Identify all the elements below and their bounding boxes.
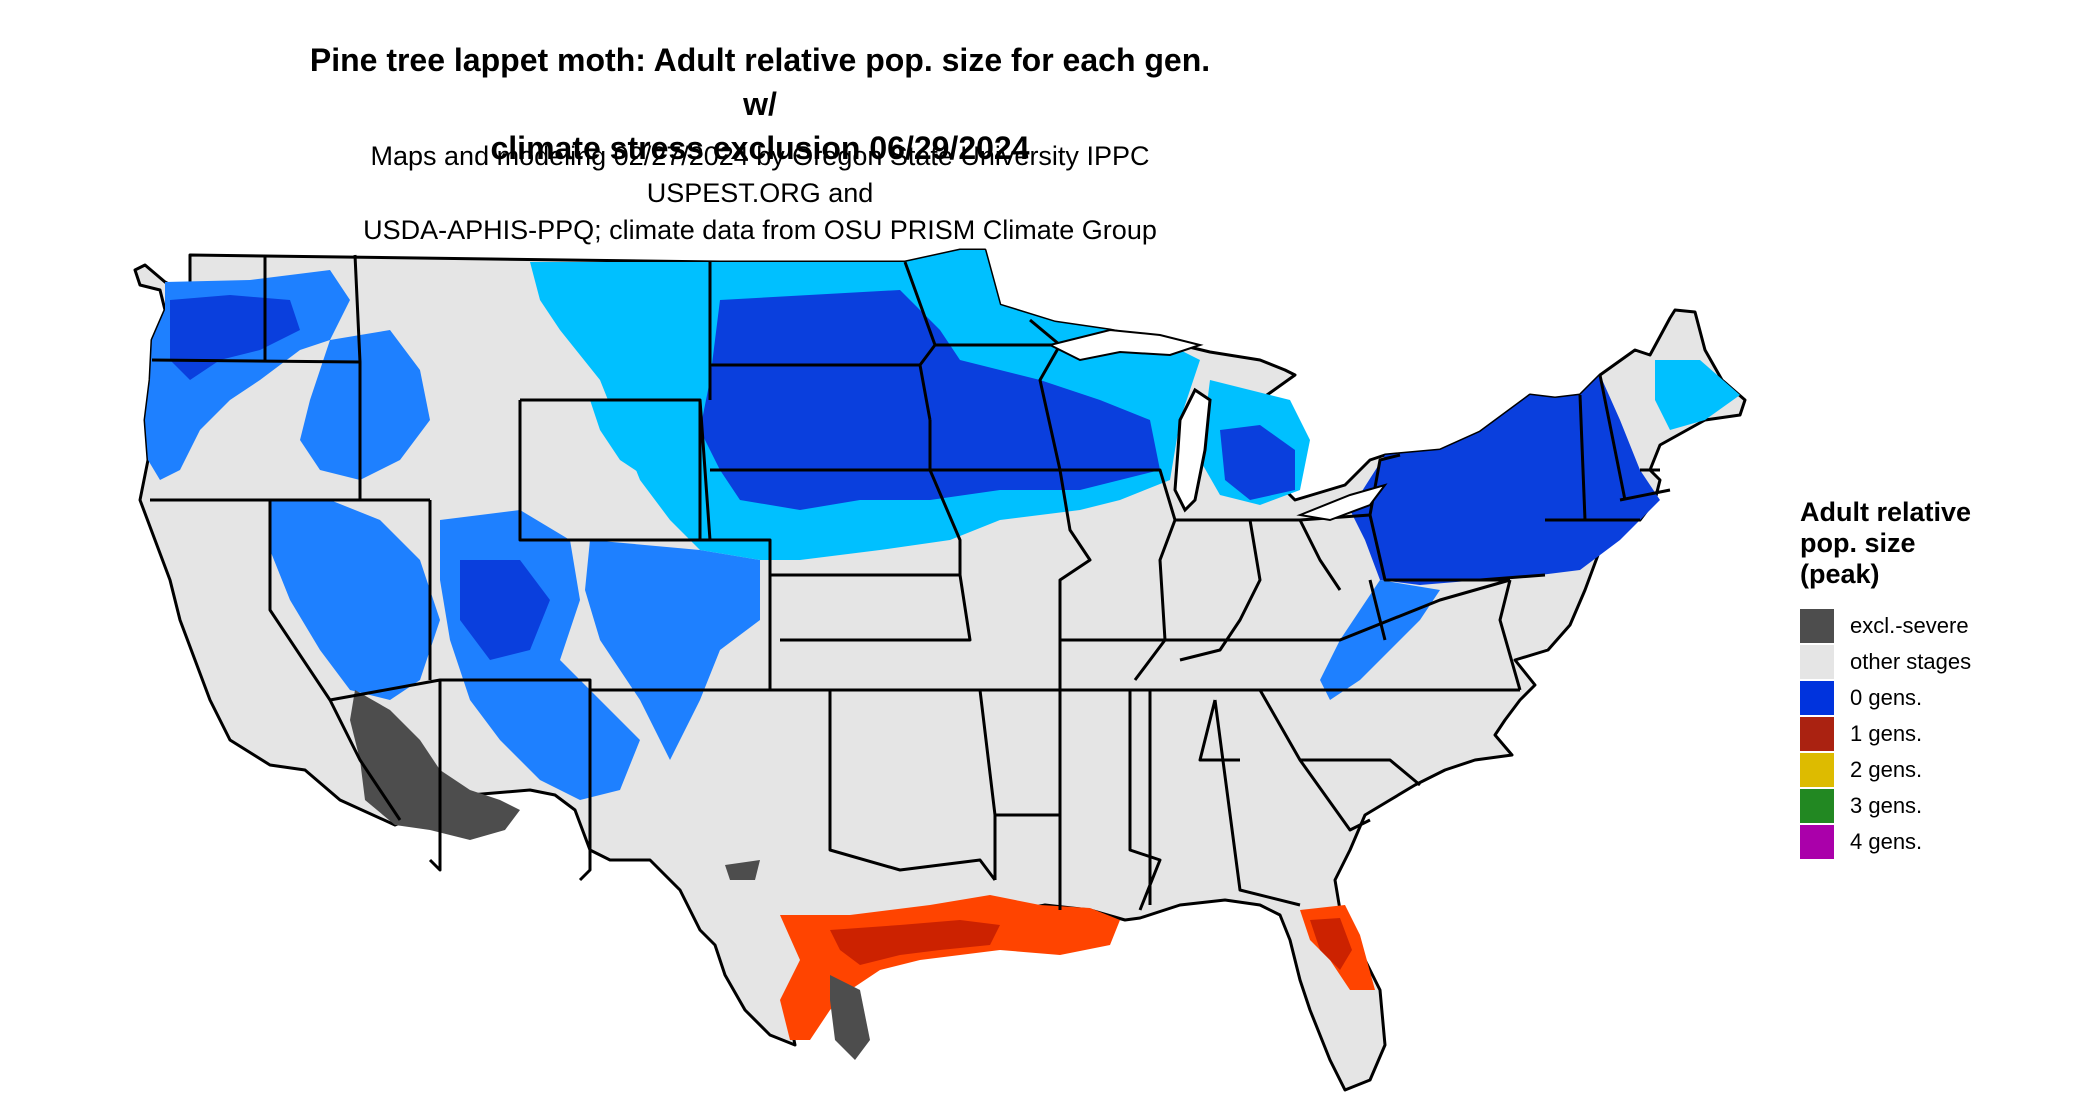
us-landmass — [133, 248, 1747, 1092]
legend-label: 3 gens. — [1850, 793, 1923, 818]
legend-label: 4 gens. — [1850, 829, 1923, 854]
legend-title: Adult relative pop. size (peak) — [1800, 497, 2060, 590]
lake-superior — [1047, 328, 1204, 362]
legend-item: excl.-severe — [1800, 608, 2060, 644]
region-northeast-dark — [1350, 375, 1660, 585]
legend-label: other stages — [1850, 649, 1972, 674]
map-legend: Adult relative pop. size (peak) excl.-se… — [1800, 497, 2060, 860]
legend-title-line-3: (peak) — [1800, 559, 1880, 589]
legend-item: 3 gens. — [1800, 788, 2060, 824]
legend-title-line-2: pop. size — [1800, 528, 1916, 558]
lake-michigan — [1173, 387, 1212, 513]
region-colorado-blue — [585, 540, 760, 760]
region-idaho-blue — [300, 330, 430, 480]
legend-swatch — [1800, 645, 1834, 679]
legend-title-line-1: Adult relative — [1800, 497, 1972, 527]
state-borders — [150, 254, 1671, 911]
region-basin-blue — [270, 500, 440, 700]
region-dakotas-dark — [700, 290, 1160, 510]
legend-label: excl.-severe — [1850, 613, 1969, 638]
title-line-2: climate stress exclusion 06/29/2024 — [490, 130, 1030, 166]
region-michigan-dark — [1220, 425, 1295, 500]
region-nw-dark — [170, 295, 300, 380]
legend-swatch — [1800, 825, 1834, 859]
legend-item: 2 gens. — [1800, 752, 2060, 788]
legend-swatch — [1800, 789, 1834, 823]
legend-swatch — [1800, 717, 1834, 751]
legend-label: 2 gens. — [1850, 757, 1923, 782]
map-title: Pine tree lappet moth: Adult relative po… — [300, 38, 1220, 170]
region-sw-excluded — [350, 690, 520, 840]
map-subtitle: Maps and modeling 02/27/2024 by Oregon S… — [300, 138, 1220, 249]
title-line-1: Pine tree lappet moth: Adult relative po… — [309, 42, 1211, 122]
region-texas-gulf-red — [830, 920, 1000, 965]
legend-item: 0 gens. — [1800, 680, 2060, 716]
legend-item: 1 gens. — [1800, 716, 2060, 752]
region-maine-light — [1655, 360, 1740, 430]
region-florida-red — [1310, 918, 1352, 970]
region-south-texas-excluded — [830, 975, 870, 1060]
legend-swatch — [1800, 681, 1834, 715]
legend-swatch — [1800, 609, 1834, 643]
region-west-texas-excluded — [725, 860, 760, 880]
lake-erie — [1296, 483, 1388, 522]
subtitle-line-1: Maps and modeling 02/27/2024 by Oregon S… — [370, 141, 1150, 208]
region-appalachia-blue — [1320, 580, 1440, 700]
legend-label: 1 gens. — [1850, 721, 1923, 746]
legend-item: other stages — [1800, 644, 2060, 680]
region-utah-dark — [460, 560, 550, 660]
us-map — [133, 248, 1747, 1092]
subtitle-line-2: USDA-APHIS-PPQ; climate data from OSU PR… — [363, 215, 1157, 245]
legend-swatch — [1800, 753, 1834, 787]
legend-item: 4 gens. — [1800, 824, 2060, 860]
legend-label: 0 gens. — [1850, 685, 1923, 710]
legend-items: excl.-severe other stages 0 gens. 1 gens. 2 … — [1800, 608, 2060, 860]
region-texas-gulf-orange — [780, 895, 1120, 1040]
